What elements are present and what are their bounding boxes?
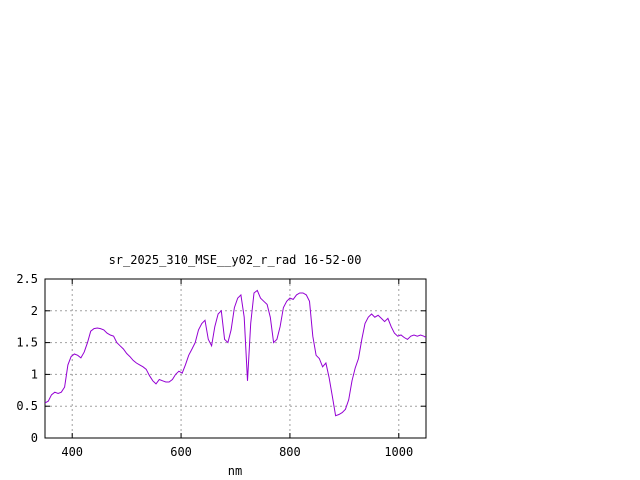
x-tick-label: 1000 xyxy=(384,445,413,459)
axis-ticks: 400 600 800 1000 0 0.5 1 1.5 2 2.5 xyxy=(16,272,426,459)
y-tick-label: 0.5 xyxy=(16,399,38,413)
x-tick-label: 800 xyxy=(279,445,301,459)
y-tick-label: 0 xyxy=(31,431,38,445)
grid-lines xyxy=(45,279,426,438)
y-tick-label: 2.5 xyxy=(16,272,38,286)
x-tick-label: 600 xyxy=(170,445,192,459)
x-tick-label: 400 xyxy=(61,445,83,459)
x-axis-label: nm xyxy=(228,464,242,478)
series-line xyxy=(44,289,427,417)
series-layer xyxy=(44,289,427,417)
y-tick-label: 1.5 xyxy=(16,336,38,350)
y-tick-label: 2 xyxy=(31,304,38,318)
chart-title: sr_2025_310_MSE__y02_r_rad 16-52-00 xyxy=(109,253,362,267)
y-tick-label: 1 xyxy=(31,367,38,381)
plot-area-frame xyxy=(44,278,427,439)
